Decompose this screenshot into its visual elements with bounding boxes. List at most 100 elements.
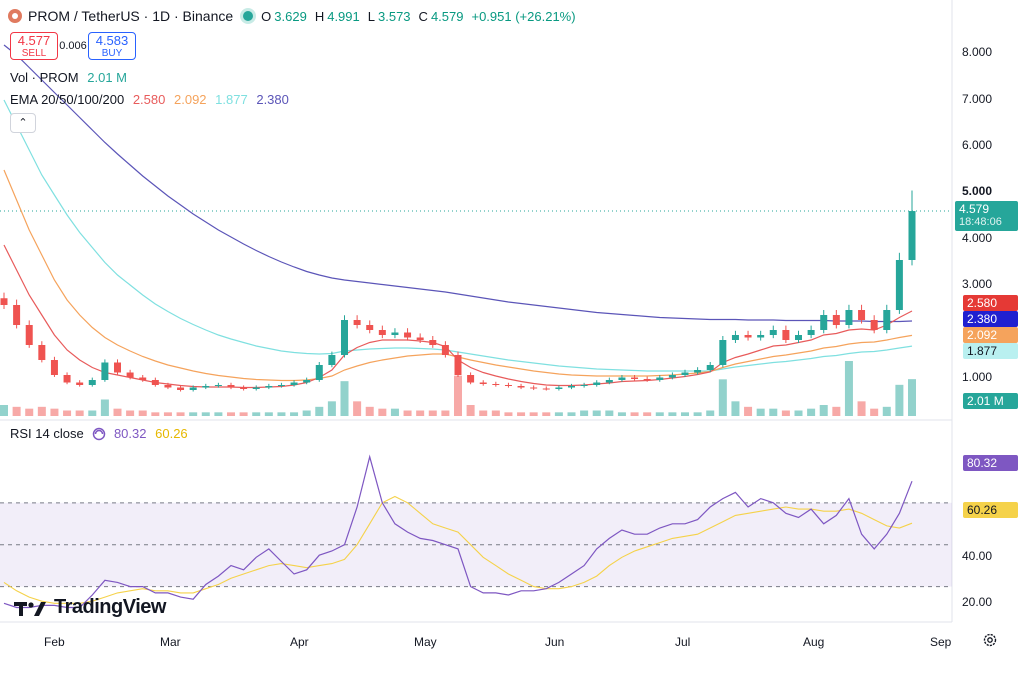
candle-body	[870, 320, 878, 330]
candle-body	[492, 384, 500, 385]
volume-bar	[504, 412, 513, 416]
ema100-tag: 1.877	[963, 343, 1018, 359]
candle-body	[164, 385, 172, 388]
volume-bar	[668, 412, 677, 416]
price-axis-label: 3.000	[962, 277, 993, 291]
volume-bar	[643, 412, 652, 416]
price-axis-label: 8.000	[962, 45, 993, 59]
ema20-tag: 2.580	[963, 295, 1018, 311]
time-axis-label: Jun	[545, 635, 565, 649]
candle-body	[240, 387, 248, 389]
volume-bar	[466, 405, 475, 416]
buy-button[interactable]: 4.583 BUY	[88, 32, 136, 60]
candle-body	[643, 379, 651, 380]
candle-body	[479, 382, 487, 384]
sell-button[interactable]: 4.577 SELL	[10, 32, 58, 60]
ema50-tag: 2.092	[963, 327, 1018, 343]
candle-body	[341, 320, 348, 355]
prom-coin-icon	[8, 9, 22, 23]
candle-body	[214, 385, 222, 386]
candle-body	[353, 320, 361, 325]
candle-body	[290, 382, 298, 385]
candle-body	[580, 385, 588, 386]
rsi-legend[interactable]: RSI 14 close 80.32 60.26	[10, 426, 193, 441]
candle-body	[25, 325, 33, 345]
volume-bar	[857, 401, 866, 416]
volume-bar	[340, 381, 349, 416]
candle-body	[265, 386, 273, 388]
price-axis-label: 6.000	[962, 138, 993, 152]
candle-body	[454, 355, 462, 375]
price-axis-label: 4.000	[962, 231, 993, 245]
candle-body	[542, 388, 550, 390]
candle-body	[0, 298, 8, 305]
candle-body	[832, 315, 840, 325]
candle-body	[845, 310, 853, 325]
candle-body	[719, 340, 727, 365]
open-label: O	[261, 8, 272, 24]
volume-legend[interactable]: Vol · PROM 2.01 M	[10, 70, 132, 85]
candle-body	[252, 387, 260, 389]
volume-bar	[744, 406, 753, 416]
open-value: 3.629	[274, 8, 307, 24]
volume-bar	[50, 408, 59, 416]
volume-bar	[807, 408, 816, 416]
candle-body	[908, 211, 916, 260]
price-axis-label: 1.000	[962, 370, 993, 384]
trade-panel: 4.577 SELL 0.006 4.583 BUY	[10, 32, 136, 60]
rsi-line	[3, 454, 913, 609]
candle-body	[139, 377, 147, 380]
last-price-tag: 4.579 18:48:06	[955, 201, 1018, 231]
candle-body	[416, 337, 424, 340]
volume-bar	[113, 408, 122, 416]
candle-body	[126, 372, 134, 378]
volume-bar	[794, 410, 803, 416]
volume-bar	[542, 412, 551, 416]
volume-bar	[378, 408, 387, 416]
volume-bar	[908, 379, 916, 416]
candle-body	[177, 387, 185, 390]
rsi-pane	[0, 454, 952, 609]
rsi-ma-tag: 60.26	[963, 502, 1018, 518]
time-axis-label: Jul	[675, 635, 691, 649]
volume-bar	[252, 412, 261, 416]
candle-body	[568, 386, 575, 388]
ema20-legend-value: 2.580	[132, 92, 166, 107]
ema50-legend-value: 2.092	[174, 92, 207, 107]
volume-bar	[781, 410, 790, 416]
volume-bar	[592, 410, 601, 416]
tradingview-logo[interactable]: TradingView	[14, 596, 166, 619]
candle-body	[517, 386, 525, 388]
time-axis-label: May	[414, 635, 437, 649]
candle-body	[315, 365, 323, 380]
volume-bar	[693, 412, 702, 416]
candle-body	[277, 385, 285, 386]
symbol-title[interactable]: PROM / TetherUS · 1D · Binance	[28, 8, 234, 24]
gear-icon[interactable]	[982, 632, 998, 648]
ema200-tag: 2.380	[963, 311, 1018, 327]
ema-legend[interactable]: EMA 20/50/100/200 2.580 2.092 1.877 2.38…	[10, 92, 294, 107]
volume-bar	[277, 412, 286, 416]
volume-bar	[706, 410, 715, 416]
volume-bar	[126, 410, 135, 416]
candle-body	[782, 330, 790, 340]
volume-bar	[454, 375, 462, 416]
sell-label: SELL	[21, 48, 47, 59]
volume-legend-label: Vol · PROM	[10, 70, 79, 85]
price-axis-label: 5.000	[962, 184, 993, 198]
collapse-legend-button[interactable]: ⌃	[10, 113, 36, 133]
rsi-settings-icon[interactable]	[92, 427, 106, 441]
rsi-axis-label: 20.00	[962, 595, 993, 609]
volume-bar	[176, 412, 185, 416]
candle-body	[366, 325, 374, 330]
ema50-line	[3, 169, 913, 382]
candle-body	[441, 345, 449, 355]
candle-body	[694, 370, 702, 373]
volume-bar	[681, 412, 689, 416]
rsi-tag: 80.32	[963, 455, 1018, 471]
buy-price: 4.583	[95, 33, 129, 48]
volume-bar	[100, 399, 109, 416]
candle-body	[593, 382, 601, 385]
volume-bar	[428, 410, 437, 416]
